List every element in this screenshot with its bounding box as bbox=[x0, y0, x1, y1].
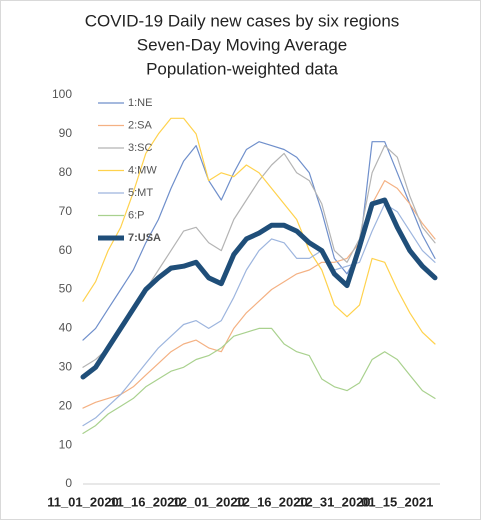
y-tick-label: 10 bbox=[59, 437, 73, 451]
series-line bbox=[82, 203, 436, 427]
series-line bbox=[82, 180, 436, 409]
series-line bbox=[82, 141, 436, 341]
x-tick-label: 12_31_2020 bbox=[298, 494, 370, 509]
chart-title: Seven-Day Moving Average bbox=[137, 35, 347, 54]
legend-label: 7:USA bbox=[128, 232, 161, 244]
y-tick-label: 20 bbox=[59, 398, 73, 412]
legend-label: 5:MT bbox=[128, 187, 153, 199]
y-tick-label: 80 bbox=[59, 165, 73, 179]
x-tick-label: 11_16_2020 bbox=[110, 494, 182, 509]
chart-title: COVID-19 Daily new cases by six regions bbox=[85, 11, 400, 30]
x-tick-label: 12_16_2020 bbox=[235, 494, 307, 509]
legend-label: 3:SC bbox=[128, 142, 153, 154]
chart-title: Population-weighted data bbox=[146, 59, 338, 78]
x-tick-label: 11_01_2020 bbox=[47, 494, 119, 509]
series-line bbox=[82, 117, 436, 345]
legend-label: 1:NE bbox=[128, 97, 152, 109]
y-tick-label: 40 bbox=[59, 321, 73, 335]
y-tick-label: 60 bbox=[59, 243, 73, 257]
y-tick-label: 50 bbox=[59, 282, 73, 296]
y-tick-label: 0 bbox=[65, 476, 72, 490]
series-line bbox=[82, 327, 436, 434]
y-tick-label: 100 bbox=[52, 87, 72, 101]
y-tick-label: 30 bbox=[59, 359, 73, 373]
y-tick-label: 90 bbox=[59, 126, 73, 140]
series-line bbox=[80, 197, 438, 380]
x-tick-label: 12_01_2020 bbox=[173, 494, 245, 509]
x-tick-label: 01_15_2021 bbox=[361, 494, 433, 509]
legend-label: 4:MW bbox=[128, 164, 157, 176]
y-tick-label: 70 bbox=[59, 204, 73, 218]
legend-label: 6:P bbox=[128, 209, 145, 221]
legend-label: 2:SA bbox=[128, 119, 153, 131]
